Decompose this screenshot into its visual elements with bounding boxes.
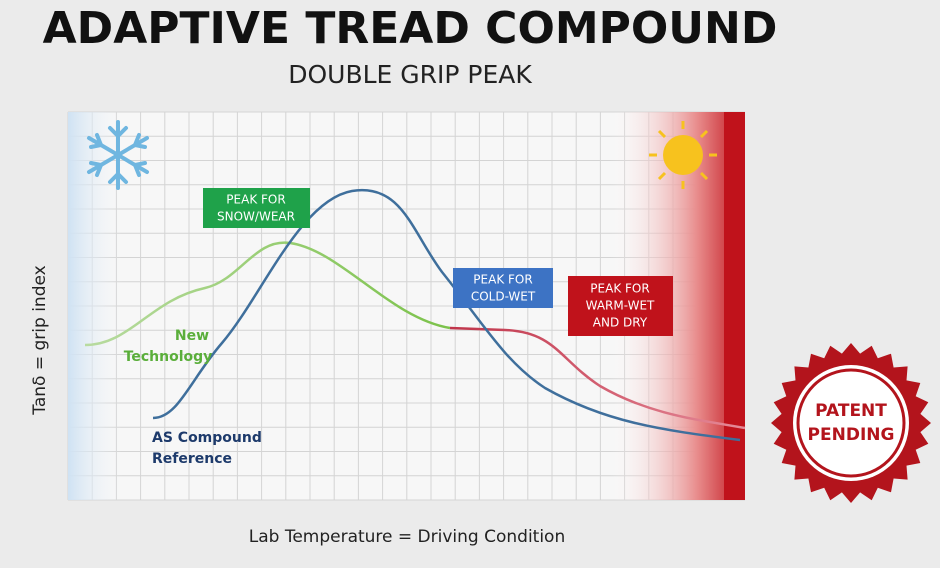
curve-label: New [175, 328, 209, 344]
curve-label: Reference [152, 451, 232, 467]
callout-line: PEAK FOR [473, 273, 532, 287]
snowflake-icon [87, 120, 149, 190]
curve-label: AS Compound [152, 430, 262, 446]
badge-text: PATENT [815, 401, 887, 421]
hot-edge [724, 112, 745, 500]
y-axis-label: Tanδ = grip index [30, 265, 50, 415]
x-axis-label: Lab Temperature = Driving Condition [249, 527, 566, 547]
new-technology-curve [84, 241, 451, 347]
new-technology-curve-warm [449, 326, 746, 430]
sun-icon [649, 121, 717, 189]
patent-badge: PATENT PENDING [771, 343, 931, 503]
callout: PEAK FOR COLD-WET [453, 268, 553, 308]
subtitle: DOUBLE GRIP PEAK [288, 60, 532, 89]
callout-line: PEAK FOR [226, 193, 285, 207]
curve-label: Technology [124, 349, 213, 365]
callout-line: SNOW/WEAR [217, 210, 295, 224]
callout-line: WARM-WET [586, 299, 655, 313]
title: ADAPTIVE TREAD COMPOUND [43, 3, 778, 54]
callout-line: COLD-WET [471, 290, 536, 304]
callout-line: PEAK FOR [590, 282, 649, 296]
badge-text: PENDING [808, 425, 895, 445]
reference-curve [152, 188, 741, 442]
callout-line: AND DRY [593, 316, 648, 330]
callout: PEAK FOR SNOW/WEAR [203, 188, 310, 228]
callout: PEAK FOR WARM-WET AND DRY [568, 276, 673, 336]
